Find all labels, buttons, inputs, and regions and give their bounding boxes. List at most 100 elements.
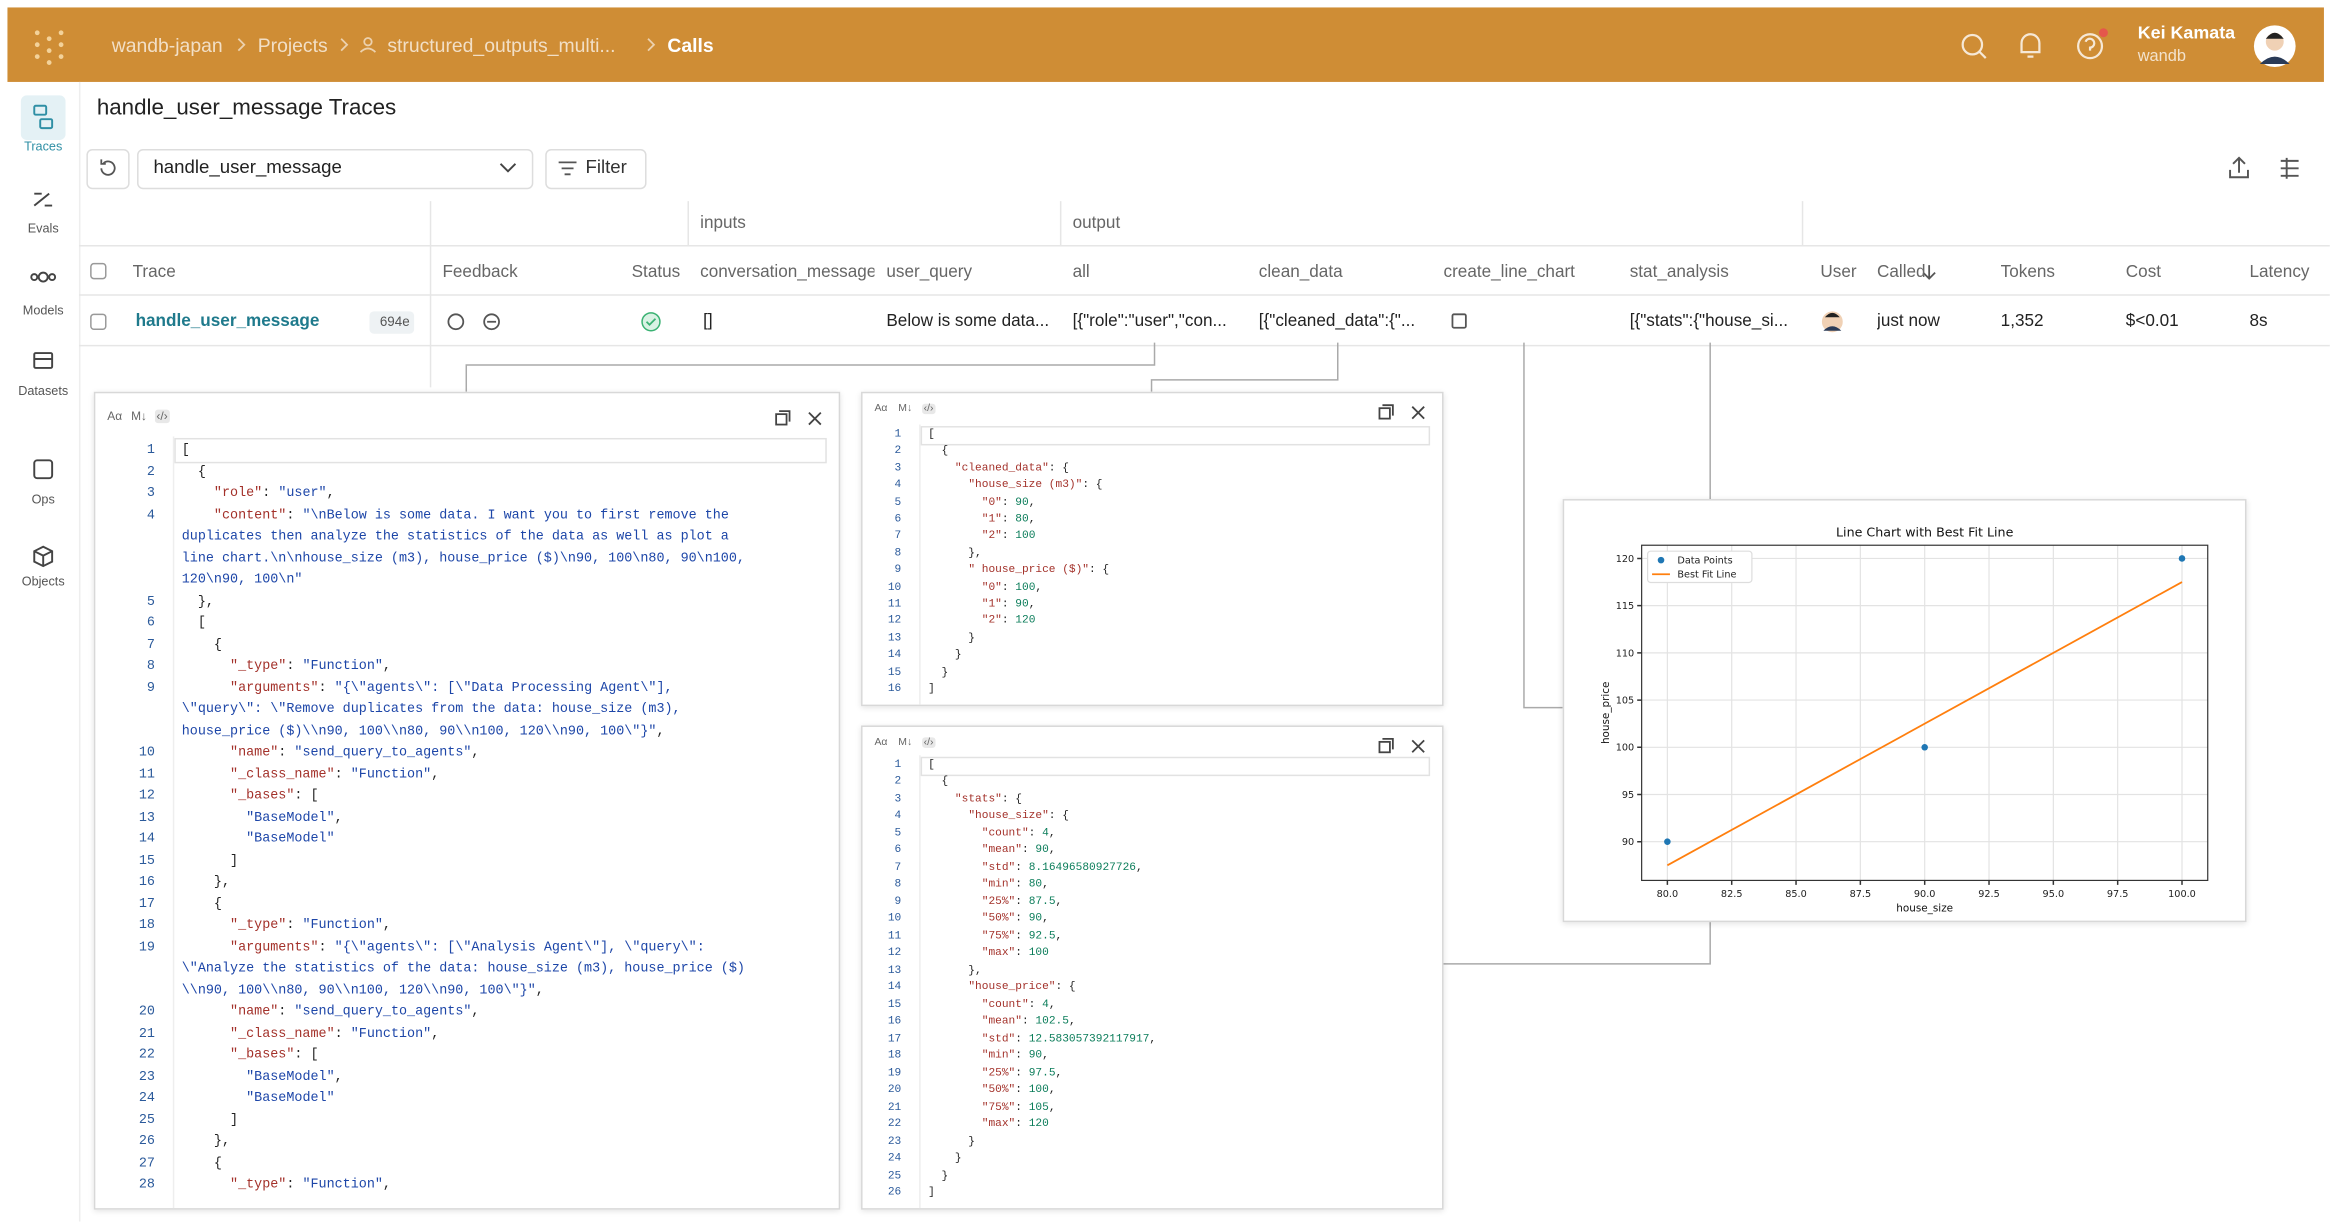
line-number: 25 xyxy=(138,1112,155,1127)
op-select-value: handle_user_message xyxy=(153,156,342,178)
column-header[interactable]: create_line_chart xyxy=(1443,263,1575,282)
line-number: 6 xyxy=(894,845,902,858)
filter-button[interactable] xyxy=(545,148,647,190)
code-line: { xyxy=(928,446,949,458)
column-header[interactable]: User xyxy=(1820,263,1857,282)
line-number: 11 xyxy=(887,930,902,943)
avatar[interactable] xyxy=(2252,24,2297,69)
table-lines xyxy=(78,201,2330,388)
refresh-icon xyxy=(100,159,116,176)
line-number: 11 xyxy=(887,598,902,611)
code-line: } xyxy=(928,1135,976,1148)
column-header[interactable]: Status xyxy=(631,263,681,282)
sidebar-label[interactable]: Objects xyxy=(21,573,65,589)
view-mode[interactable]: Aα xyxy=(107,409,123,424)
code-line: [ xyxy=(928,759,935,772)
code-line: "cleaned_data": { xyxy=(954,462,1069,475)
line-number: 6 xyxy=(894,513,902,526)
line-number: 9 xyxy=(894,564,902,577)
refresh-button[interactable] xyxy=(86,148,130,190)
view-mode[interactable]: Aα xyxy=(874,403,888,415)
view-mode[interactable]: Aα xyxy=(874,737,888,748)
line-number: 28 xyxy=(138,1176,155,1192)
code-line: } xyxy=(928,632,976,645)
y-axis-label: house_price xyxy=(1600,682,1612,744)
code-line: "2": 120 xyxy=(981,615,1036,628)
code-line: "_class_name": "Function", xyxy=(230,766,440,782)
code-line: " house_price ($)": { xyxy=(968,564,1110,577)
legend-box xyxy=(1647,550,1753,584)
line-number: 24 xyxy=(887,1153,902,1165)
column-header[interactable]: Cost xyxy=(2125,263,2162,282)
column-header[interactable]: stat_analysis xyxy=(1629,263,1729,282)
view-mode[interactable]: ‹/› xyxy=(922,737,935,748)
legend-label: Data Points xyxy=(1677,556,1732,567)
panel-actions[interactable] xyxy=(1374,734,1434,758)
column-header[interactable]: all xyxy=(1072,263,1090,282)
code-line: [ xyxy=(181,615,206,631)
panel-actions[interactable] xyxy=(770,407,830,431)
line-number: 4 xyxy=(146,507,155,523)
panel-actions[interactable] xyxy=(1374,401,1434,425)
line-number: 13 xyxy=(887,964,902,977)
view-mode[interactable]: M↓ xyxy=(131,409,147,424)
column-header[interactable]: Trace xyxy=(132,263,176,282)
code-panel: Aα M↓ ‹/› 1 [2 {3 "stats": {4 "house_size": … xyxy=(861,725,1444,1210)
view-mode[interactable]: ‹/› xyxy=(922,403,935,415)
header-icons[interactable] xyxy=(1954,27,2118,66)
code-line: \\n90, 100\\n80, 90\\n100, 120\\n90, 100… xyxy=(181,982,544,998)
column-header[interactable]: user_query xyxy=(886,263,973,282)
cell-trace[interactable]: handle_user_message xyxy=(135,312,320,331)
breadcrumb[interactable]: wandb-japan xyxy=(111,34,223,57)
code-line: "max": 120 xyxy=(981,1118,1049,1131)
code-line: "0": 100, xyxy=(981,581,1043,594)
code-line: "name": "send_query_to_agents", xyxy=(230,1004,480,1019)
breadcrumb[interactable]: Projects xyxy=(257,34,328,57)
sidebar-label[interactable]: Models xyxy=(22,302,64,318)
current-line xyxy=(920,426,1431,447)
column-header[interactable]: Called xyxy=(1877,263,1926,282)
chart-title: Line Chart with Best Fit Line xyxy=(1836,524,2014,539)
gutter-line xyxy=(919,755,921,1209)
line-number: 19 xyxy=(138,939,155,955)
line-number: 3 xyxy=(894,793,902,806)
cell-all: [{"role":"user","con... xyxy=(1072,312,1227,331)
breadcrumb-separators xyxy=(237,37,656,53)
line-number: 14 xyxy=(138,831,155,847)
sidebar-label[interactable]: Traces xyxy=(24,138,63,154)
line-number: 1 xyxy=(894,759,902,772)
op-select[interactable] xyxy=(137,148,534,190)
column-header[interactable]: conversation_message xyxy=(700,263,875,282)
line-number: 2 xyxy=(894,446,902,458)
breadcrumb[interactable]: structured_outputs_multi... xyxy=(387,34,616,57)
code-line: "role": "user", xyxy=(213,485,335,501)
view-mode[interactable]: M↓ xyxy=(898,737,913,748)
line-number: 5 xyxy=(146,593,155,609)
cell-conversation-message: [] xyxy=(703,312,713,331)
line-number: 7 xyxy=(894,862,902,875)
cell-stat-analysis: [{"stats":{"house_si... xyxy=(1629,312,1788,331)
sidebar-label[interactable]: Ops xyxy=(31,491,55,507)
code-line: "75%": 105, xyxy=(981,1101,1056,1114)
cell-trace-id: 694e xyxy=(379,314,410,330)
view-mode[interactable]: M↓ xyxy=(898,403,913,415)
sidebar-label[interactable]: Evals xyxy=(27,220,59,236)
code-line: "50%": 90, xyxy=(981,913,1049,926)
code-line: "_bases": [ xyxy=(230,1047,319,1063)
code-line: "mean": 102.5, xyxy=(981,1016,1076,1029)
toolbar-icons[interactable] xyxy=(2226,155,2309,182)
view-mode[interactable]: ‹/› xyxy=(154,409,170,424)
y-tick-label: 110 xyxy=(1616,648,1634,659)
column-header[interactable]: Feedback xyxy=(442,263,518,282)
column-header[interactable]: Latency xyxy=(2249,263,2310,282)
code-line: }, xyxy=(928,964,982,977)
code-line: house_price ($)\\n90, 100\\n80, 90\\n100… xyxy=(181,723,665,739)
line-number: 17 xyxy=(887,1033,902,1046)
sidebar-label[interactable]: Datasets xyxy=(18,382,69,398)
column-header[interactable]: clean_data xyxy=(1258,263,1343,282)
line-number: 2 xyxy=(894,776,902,789)
column-header[interactable]: Tokens xyxy=(2000,263,2055,282)
sidebar-icons xyxy=(20,95,66,568)
line-number: 15 xyxy=(138,852,155,868)
line-number: 24 xyxy=(138,1090,155,1106)
